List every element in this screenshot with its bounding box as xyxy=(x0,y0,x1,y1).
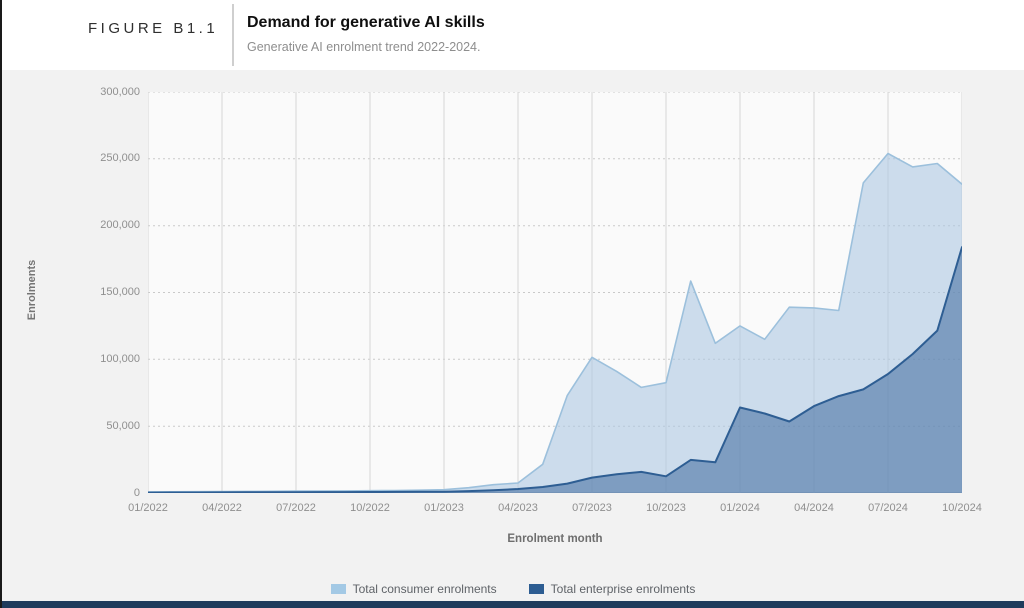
figure-number-label: FIGURE B1.1 xyxy=(88,20,219,37)
chart-legend: Total consumer enrolments Total enterpris… xyxy=(2,582,1024,596)
plot-area xyxy=(148,92,962,493)
x-tick-label: 04/2024 xyxy=(794,502,834,514)
x-tick-label: 04/2022 xyxy=(202,502,242,514)
y-tick-label: 300,000 xyxy=(100,85,140,98)
figure-subtitle: Generative AI enrolment trend 2022-2024. xyxy=(247,40,481,54)
x-tick-label: 10/2022 xyxy=(350,502,390,514)
y-tick-label: 200,000 xyxy=(100,219,140,232)
figure-title: Demand for generative AI skills xyxy=(247,14,485,31)
legend-swatch-icon xyxy=(330,584,346,594)
x-tick-label: 04/2023 xyxy=(498,502,538,514)
x-tick-label: 01/2024 xyxy=(720,502,760,514)
y-tick-label: 100,000 xyxy=(100,352,140,365)
legend-item[interactable]: Total consumer enrolments xyxy=(330,582,497,596)
area-chart-canvas xyxy=(148,92,962,493)
x-tick-label: 10/2024 xyxy=(942,502,982,514)
legend-label: Total consumer enrolments xyxy=(352,582,497,596)
legend-label: Total enterprise enrolments xyxy=(550,582,696,596)
x-axis-title: Enrolment month xyxy=(507,533,603,545)
x-tick-label: 07/2023 xyxy=(572,502,612,514)
header-divider xyxy=(232,4,234,66)
y-tick-label: 150,000 xyxy=(100,286,140,298)
x-tick-label: 10/2023 xyxy=(646,502,686,514)
x-tick-label: 01/2023 xyxy=(424,502,464,514)
legend-item[interactable]: Total enterprise enrolments xyxy=(528,582,696,596)
x-tick-label: 07/2024 xyxy=(868,502,908,514)
bottom-accent-bar xyxy=(2,601,1024,608)
chart-region: Enrolments Enrolment month Total consume… xyxy=(2,70,1024,608)
y-tick-label: 0 xyxy=(133,486,140,499)
legend-swatch-icon xyxy=(528,584,544,594)
x-tick-label: 07/2022 xyxy=(276,502,316,514)
x-tick-label: 01/2022 xyxy=(128,502,168,514)
y-tick-label: 250,000 xyxy=(100,152,140,165)
figure-header: FIGURE B1.1 Demand for generative AI ski… xyxy=(2,0,1024,70)
y-tick-label: 50,000 xyxy=(106,419,140,432)
